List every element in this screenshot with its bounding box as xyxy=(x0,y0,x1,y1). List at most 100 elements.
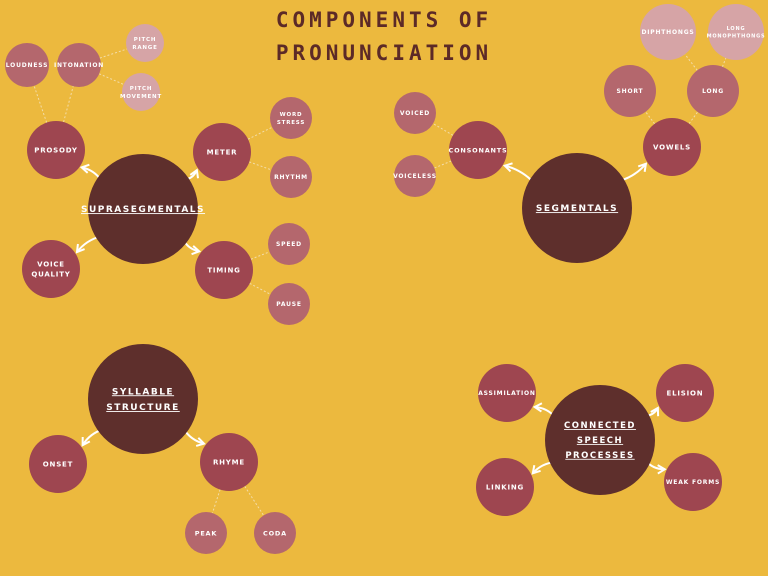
node-label: LONG xyxy=(702,88,724,95)
node-circle xyxy=(604,65,656,117)
node-connected-speech: CONNECTED SPEECH PROCESSES xyxy=(545,385,655,495)
node-label: VOICELESS xyxy=(393,173,437,180)
node-speed: SPEED xyxy=(268,223,310,265)
node-circle xyxy=(708,4,764,60)
node-label: PAUSE xyxy=(276,301,302,308)
node-label: PROSODY xyxy=(34,146,78,154)
node-circle xyxy=(687,65,739,117)
node-rhythm: RHYTHM xyxy=(270,156,312,198)
node-circle xyxy=(394,155,436,197)
node-label: SUPRASEGMENTALS xyxy=(81,205,205,215)
node-circle xyxy=(88,344,198,454)
node-circle xyxy=(22,240,80,298)
node-label: SYLLABLE xyxy=(112,387,174,397)
node-intonation: INTONATION xyxy=(54,43,104,87)
link-meter-rhythm xyxy=(249,161,272,171)
node-long: LONG xyxy=(687,65,739,117)
link-long-long_monophthongs xyxy=(721,57,727,67)
link-long-diphthongs xyxy=(684,53,698,71)
node-label: PITCH xyxy=(134,37,156,43)
node-linking: LINKING xyxy=(476,458,534,516)
title-line-1: COMPONENTS OF xyxy=(275,8,493,32)
node-label: VOICE xyxy=(37,260,65,268)
node-circle xyxy=(185,512,227,554)
node-label: PROCESSES xyxy=(565,451,634,461)
node-label: LINKING xyxy=(486,483,524,491)
node-label: ONSET xyxy=(43,460,73,468)
links-layer xyxy=(33,48,727,516)
node-prosody: PROSODY xyxy=(27,121,85,179)
node-label: VOICED xyxy=(400,110,430,117)
node-label: SPEECH xyxy=(577,436,623,446)
node-meter: METER xyxy=(193,123,251,181)
node-label: PITCH xyxy=(130,86,152,92)
node-label: METER xyxy=(207,148,238,156)
node-label: RANGE xyxy=(132,45,157,51)
link-prosody-loudness xyxy=(33,85,48,123)
node-syllable-structure: SYLLABLE STRUCTURE xyxy=(88,344,198,454)
node-elision: ELISION xyxy=(656,364,714,422)
node-weak-forms: WEAK FORMS xyxy=(664,453,722,511)
node-rhyme: RHYME xyxy=(200,433,258,491)
link-meter-word_stress xyxy=(247,126,273,140)
node-label: MONOPHTHONGS xyxy=(707,33,766,39)
node-label: MOVEMENT xyxy=(120,94,162,100)
node-pitch-movement: PITCH MOVEMENT xyxy=(120,73,162,111)
page-title: COMPONENTS OF PRONUNCIATION xyxy=(0,4,768,70)
node-circle xyxy=(57,43,101,87)
node-circle xyxy=(126,24,164,62)
link-timing-pause xyxy=(249,282,271,295)
node-circle xyxy=(640,4,696,60)
node-word-stress: WORD STRESS xyxy=(270,97,312,139)
node-label: STRUCTURE xyxy=(106,403,180,413)
node-label: QUALITY xyxy=(31,271,70,279)
link-timing-speed xyxy=(250,251,270,260)
node-label: WORD xyxy=(280,112,303,118)
node-circle xyxy=(449,121,507,179)
node-label: DIPHTHONGS xyxy=(641,29,694,36)
node-short: SHORT xyxy=(604,65,656,117)
node-circle xyxy=(27,121,85,179)
node-coda: CODA xyxy=(254,512,296,554)
link-intonation-pitch_movement xyxy=(98,73,124,85)
node-circle xyxy=(29,435,87,493)
node-circle xyxy=(5,43,49,87)
node-vowels: VOWELS xyxy=(643,118,701,176)
arrow-segmentals-consonants xyxy=(502,162,535,184)
node-label: SEGMENTALS xyxy=(536,204,618,214)
node-label: STRESS xyxy=(277,120,305,126)
node-voiceless: VOICELESS xyxy=(393,155,437,197)
node-pitch-range: PITCH RANGE xyxy=(126,24,164,62)
link-rhyme-coda xyxy=(244,486,265,516)
node-voiced: VOICED xyxy=(394,92,436,134)
node-circle xyxy=(195,241,253,299)
node-label: WEAK FORMS xyxy=(666,479,720,486)
node-suprasegmentals: SUPRASEGMENTALS xyxy=(81,154,205,264)
node-circle xyxy=(664,453,722,511)
node-label: ELISION xyxy=(667,389,704,397)
node-label: TIMING xyxy=(207,266,240,274)
node-label: RHYTHM xyxy=(274,174,308,181)
node-assimilation: ASSIMILATION xyxy=(478,364,536,422)
link-vowels-long xyxy=(688,111,699,124)
node-label: LOUDNESS xyxy=(6,62,48,69)
node-circle xyxy=(394,92,436,134)
node-loudness: LOUDNESS xyxy=(5,43,49,87)
node-peak: PEAK xyxy=(185,512,227,554)
node-circle xyxy=(122,73,160,111)
node-label: INTONATION xyxy=(54,62,104,69)
node-circle xyxy=(193,123,251,181)
node-circle xyxy=(545,385,655,495)
nodes-layer: SUPRASEGMENTALS PROSODY LOUDNESS INTONATION… xyxy=(5,4,765,554)
node-label: VOWELS xyxy=(653,143,691,151)
node-circle xyxy=(522,153,632,263)
node-circle xyxy=(270,156,312,198)
node-circle xyxy=(200,433,258,491)
link-consonants-voiceless xyxy=(434,160,452,169)
node-diphthongs: DIPHTHONGS xyxy=(640,4,696,60)
node-timing: TIMING xyxy=(195,241,253,299)
link-rhyme-peak xyxy=(211,489,221,514)
node-circle xyxy=(270,97,312,139)
node-label: SPEED xyxy=(276,241,302,248)
